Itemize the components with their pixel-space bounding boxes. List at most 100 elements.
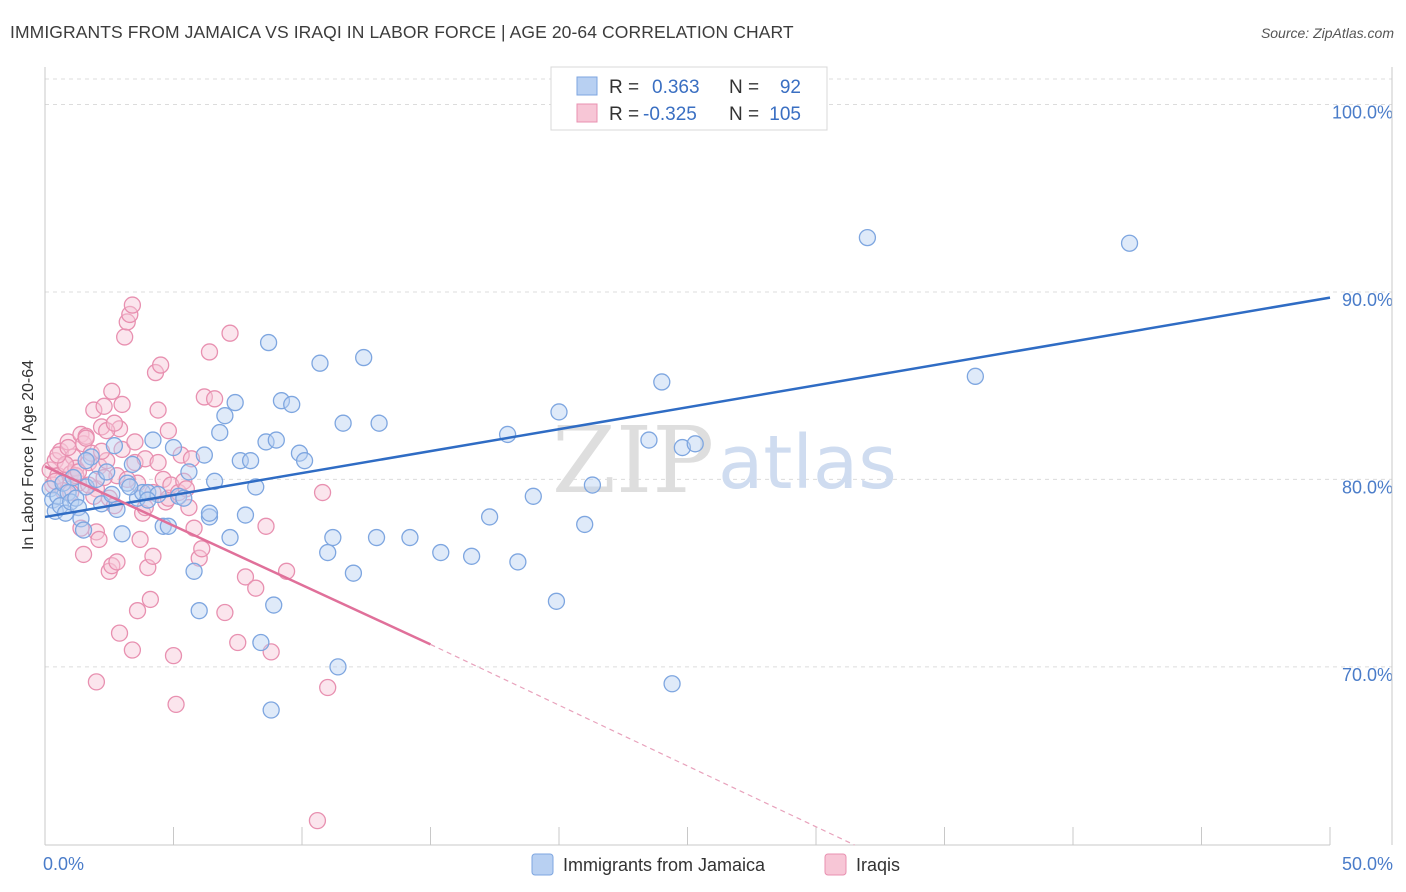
point-jamaica xyxy=(550,403,568,421)
chart-title: IMMIGRANTS FROM JAMAICA VS IRAQI IN LABO… xyxy=(10,22,794,42)
point-jamaica xyxy=(547,592,566,610)
point-jamaica xyxy=(524,487,542,505)
point-jamaica xyxy=(462,547,481,565)
point-jamaica xyxy=(200,508,219,526)
series-legend-label-iraqis: Iraqis xyxy=(856,855,900,875)
axis-layer: 70.0% 80.0% 90.0% 100.0% 0.0% 50.0% xyxy=(43,67,1393,874)
point-jamaica xyxy=(221,528,239,547)
point-iraqis xyxy=(247,579,265,597)
point-iraqis xyxy=(87,673,106,691)
point-jamaica xyxy=(205,472,224,490)
legend-swatch-jamaica xyxy=(576,76,598,96)
legend-n-value-iraqis: 105 xyxy=(769,104,801,125)
point-iraqis xyxy=(110,624,129,642)
point-iraqis xyxy=(113,395,131,414)
point-jamaica xyxy=(367,528,386,547)
point-jamaica xyxy=(329,658,347,676)
y-tick-label: 80.0% xyxy=(1342,477,1393,497)
point-jamaica xyxy=(401,528,419,547)
point-jamaica xyxy=(653,373,671,391)
point-iraqis xyxy=(149,401,167,419)
y-tick-label: 90.0% xyxy=(1342,290,1393,310)
legend-r-value-jamaica: 0.363 xyxy=(652,77,700,98)
point-iraqis xyxy=(90,530,108,549)
legend-r-label-jamaica: R = xyxy=(609,77,639,98)
point-iraqis xyxy=(180,498,198,517)
point-iraqis xyxy=(123,641,142,659)
point-jamaica xyxy=(252,633,270,652)
point-iraqis xyxy=(141,590,160,609)
point-iraqis xyxy=(167,695,185,714)
series-legend-label-jamaica: Immigrants from Jamaica xyxy=(563,855,766,875)
point-iraqis xyxy=(313,483,332,502)
point-jamaica xyxy=(200,504,219,522)
point-iraqis xyxy=(123,296,142,314)
point-iraqis xyxy=(205,390,224,408)
point-jamaica xyxy=(247,478,265,496)
point-jamaica xyxy=(686,435,704,453)
point-jamaica xyxy=(334,414,352,432)
x-tick-label-max: 50.0% xyxy=(1342,854,1393,874)
point-jamaica xyxy=(966,367,984,385)
trend-layer xyxy=(44,296,1331,846)
point-jamaica xyxy=(241,452,260,470)
legend-n-label-iraqis: N = xyxy=(729,104,759,125)
point-jamaica xyxy=(673,438,692,457)
watermark-atlas: atlas xyxy=(718,420,897,506)
point-iraqis xyxy=(139,558,157,577)
point-iraqis xyxy=(149,453,167,472)
point-jamaica xyxy=(311,354,329,372)
point-jamaica xyxy=(74,521,93,539)
point-iraqis xyxy=(126,453,144,472)
point-iraqis xyxy=(151,356,170,374)
point-jamaica xyxy=(113,525,131,543)
legend-r-value-iraqis: -0.325 xyxy=(643,104,697,125)
trendline-jamaica xyxy=(44,296,1331,519)
y-axis-label: In Labor Force | Age 20-64 xyxy=(20,360,37,550)
point-jamaica xyxy=(432,543,450,562)
point-iraqis xyxy=(221,324,239,342)
point-iraqis xyxy=(200,343,219,361)
point-jamaica xyxy=(509,553,527,571)
point-jamaica xyxy=(98,463,116,481)
point-iraqis xyxy=(216,603,234,622)
point-jamaica xyxy=(324,528,342,547)
point-iraqis xyxy=(95,397,113,415)
point-jamaica xyxy=(164,438,183,457)
point-jamaica xyxy=(185,562,203,580)
point-iraqis xyxy=(59,438,77,457)
series-legend-swatch-jamaica xyxy=(531,853,554,876)
chart-source: Source: ZipAtlas.com xyxy=(1260,25,1394,41)
point-jamaica xyxy=(295,452,314,470)
series-legend: Immigrants from Jamaica Iraqis xyxy=(531,853,900,876)
watermark: ZIP atlas xyxy=(552,407,897,514)
point-iraqis xyxy=(257,517,275,535)
trendline-iraqis-extension xyxy=(430,643,855,846)
point-jamaica xyxy=(105,437,124,455)
point-iraqis xyxy=(164,647,183,665)
point-iraqis xyxy=(131,530,149,549)
point-iraqis xyxy=(144,547,162,565)
point-jamaica xyxy=(180,463,198,481)
point-jamaica xyxy=(576,515,594,534)
legend-n-label-jamaica: N = xyxy=(729,77,759,98)
point-iraqis xyxy=(103,382,121,400)
correlation-legend: R = 0.363 N = 92 R = -0.325 N = 105 xyxy=(550,66,828,131)
point-jamaica xyxy=(640,431,658,449)
point-jamaica xyxy=(663,675,681,693)
y-tick-label: 70.0% xyxy=(1342,665,1393,685)
point-jamaica xyxy=(265,596,283,614)
point-jamaica xyxy=(858,228,877,247)
point-iraqis xyxy=(193,540,211,558)
point-jamaica xyxy=(236,506,255,524)
point-jamaica xyxy=(355,348,373,367)
point-jamaica xyxy=(262,701,280,719)
point-iraqis xyxy=(74,545,93,564)
point-iraqis xyxy=(126,433,144,451)
point-iraqis xyxy=(319,678,337,697)
point-iraqis xyxy=(308,811,327,830)
point-jamaica xyxy=(121,478,139,496)
point-iraqis xyxy=(236,568,255,586)
watermark-zip: ZIP xyxy=(552,407,714,514)
